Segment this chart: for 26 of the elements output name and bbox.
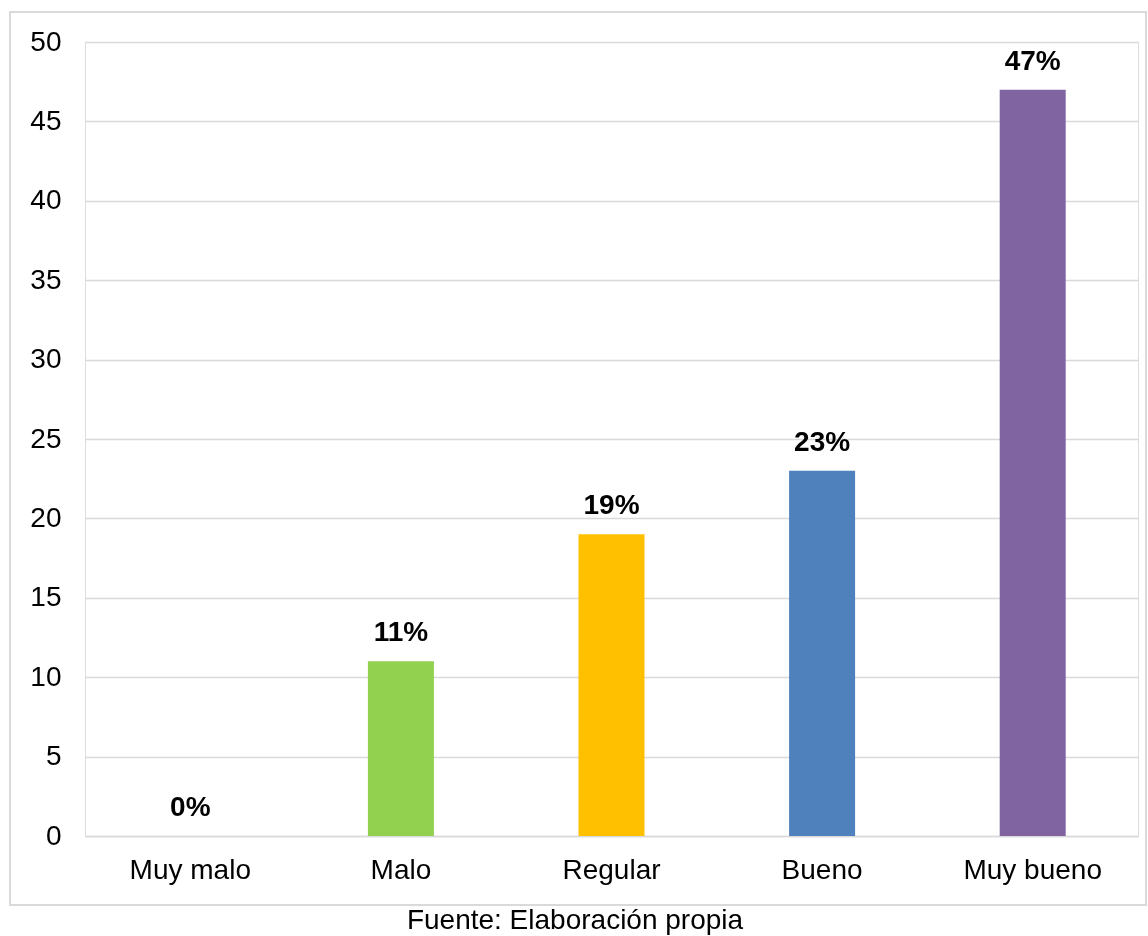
data-label: 0% — [170, 791, 211, 822]
source-note: Fuente: Elaboración propia — [406, 904, 744, 935]
data-label: 11% — [373, 616, 429, 648]
y-tick-label: 50 — [30, 25, 62, 57]
y-tick-label: 10 — [30, 660, 62, 692]
y-tick-label: 0 — [45, 819, 62, 851]
y-tick-label: 30 — [30, 343, 62, 375]
x-tick-label: Bueno — [781, 853, 863, 885]
x-tick-label: Muy bueno — [963, 853, 1102, 885]
bar — [367, 661, 434, 836]
data-label: 47% — [1004, 44, 1061, 76]
y-tick-label: 15 — [30, 581, 62, 613]
data-label: 23% — [794, 425, 851, 457]
y-tick-label: 25 — [30, 422, 62, 454]
bar — [789, 470, 856, 836]
x-tick-label: Regular — [562, 853, 661, 885]
y-tick-label: 20 — [30, 501, 62, 533]
data-label: 19% — [583, 489, 640, 521]
bar — [578, 534, 645, 836]
bar — [999, 89, 1066, 836]
y-tick-label: 5 — [45, 740, 62, 772]
y-tick-label: 35 — [30, 263, 62, 295]
y-tick-label: 40 — [30, 184, 62, 216]
x-tick-label: Muy malo — [129, 853, 251, 885]
y-tick-label: 45 — [30, 104, 62, 136]
x-tick-label: Malo — [370, 853, 432, 885]
